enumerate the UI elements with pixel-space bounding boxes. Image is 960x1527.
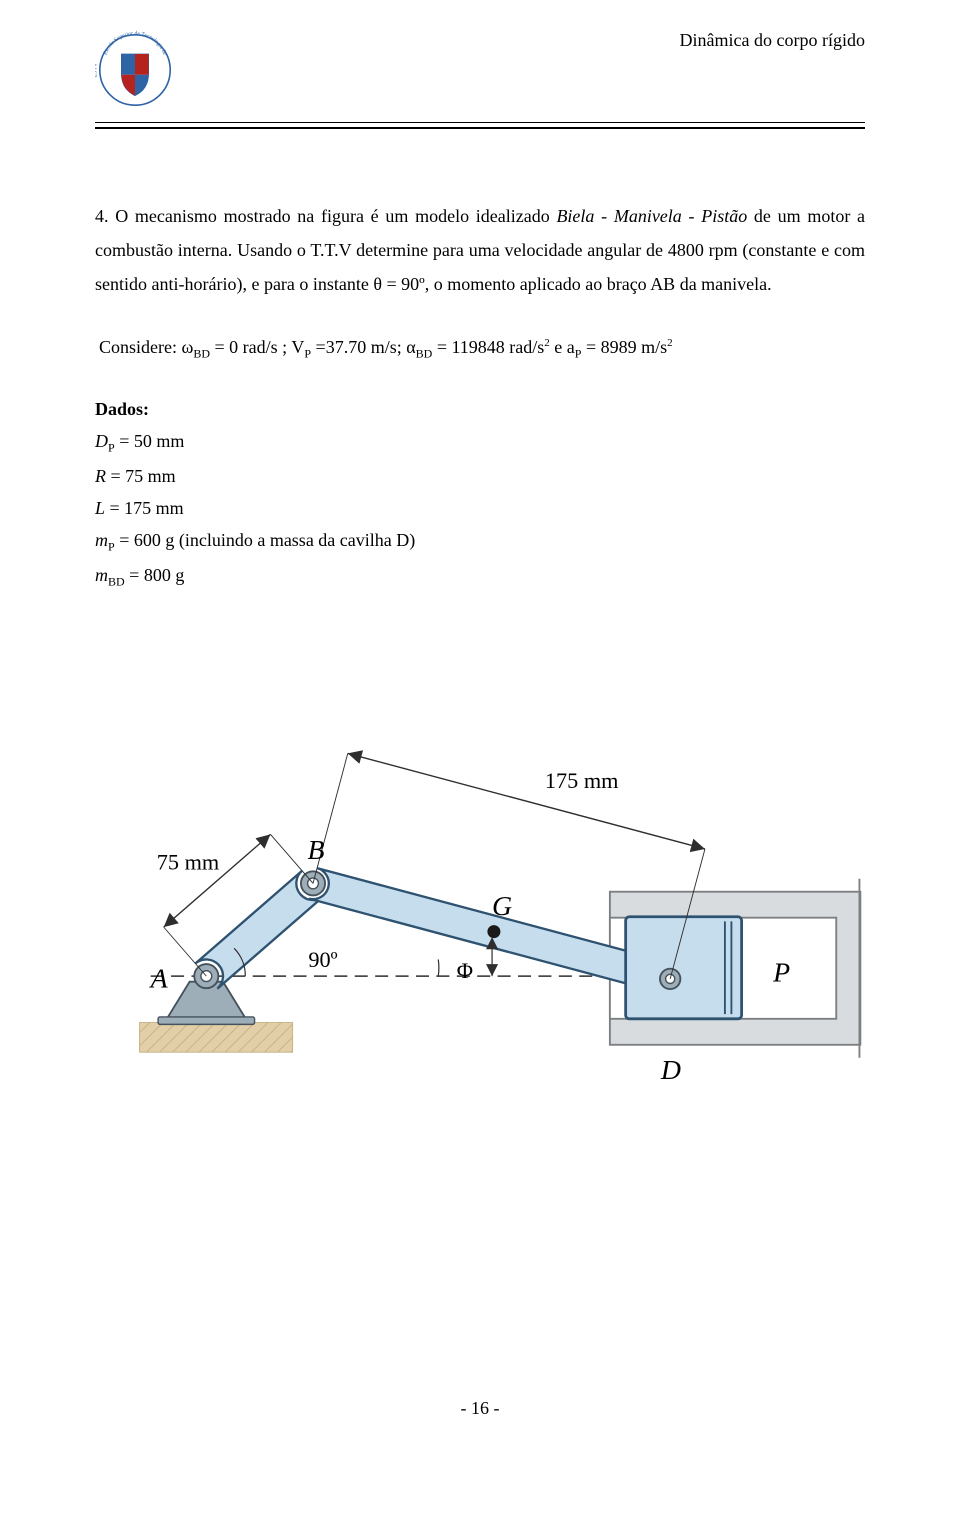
consider-label: Considere: [99, 337, 182, 357]
problem-text-1: O mecanismo mostrado na figura é um mode… [115, 206, 556, 226]
mechanism-svg: 75 mm 175 mm 90º Φ A B G P D [95, 653, 865, 1123]
svg-text:A: A [149, 963, 169, 994]
svg-text:G: G [492, 891, 512, 922]
cw5: e a [550, 337, 575, 357]
dados-heading: Dados: [95, 393, 865, 425]
dados-l: L = 175 mm [95, 492, 865, 524]
svg-text:Escola Superior de Tecnologia: Escola Superior de Tecnologia de [103, 31, 168, 57]
cw2: = 0 rad/s ; V [210, 337, 304, 357]
dados-dp: DP = 50 mm [95, 425, 865, 459]
course-title: Dinâmica do corpo rígido [680, 30, 865, 51]
svg-text:90º: 90º [308, 947, 337, 972]
cw1: ω [182, 337, 194, 357]
cw3s: BD [416, 346, 433, 360]
cw6: = 8989 m/s [581, 337, 667, 357]
svg-text:D: D [660, 1055, 681, 1086]
svg-text:P: P [772, 957, 790, 988]
dados-block: Dados: DP = 50 mm R = 75 mm L = 175 mm m… [95, 393, 865, 593]
header: Escola Superior de Tecnologia de ESTV Di… [95, 30, 865, 110]
dados-r: R = 75 mm [95, 460, 865, 492]
header-rule [95, 122, 865, 129]
problem-statement: 4. O mecanismo mostrado na figura é um m… [95, 199, 865, 302]
page-number: - 16 - [95, 1398, 865, 1419]
logo: Escola Superior de Tecnologia de ESTV [95, 30, 175, 110]
svg-text:175 mm: 175 mm [545, 768, 619, 793]
svg-text:Φ: Φ [457, 958, 473, 983]
page: Escola Superior de Tecnologia de ESTV Di… [0, 0, 960, 1459]
consider-line: Considere: ωBD = 0 rad/s ; VP =37.70 m/s… [99, 330, 865, 365]
cw3: =37.70 m/s; α [311, 337, 416, 357]
problem-number: 4. [95, 206, 109, 226]
svg-text:75 mm: 75 mm [157, 849, 219, 874]
problem-italic: Biela - Manivela - Pistão [556, 206, 747, 226]
figure: 75 mm 175 mm 90º Φ A B G P D [95, 653, 865, 1128]
dados-mbd: mBD = 800 g [95, 559, 865, 593]
dados-mp: mP = 600 g (incluindo a massa da cavilha… [95, 524, 865, 558]
cw4: = 119848 rad/s [432, 337, 544, 357]
cw6p: 2 [667, 337, 673, 349]
cw1s: BD [193, 346, 210, 360]
svg-text:B: B [307, 835, 324, 866]
svg-text:ESTV: ESTV [95, 62, 99, 77]
